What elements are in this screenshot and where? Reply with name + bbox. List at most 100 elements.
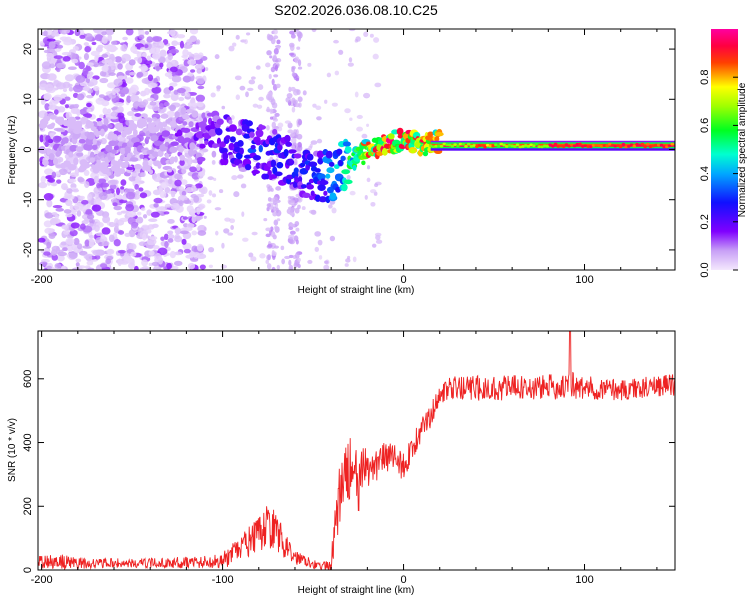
spectrogram-cell bbox=[259, 253, 266, 259]
spectrogram-cell bbox=[291, 66, 295, 73]
spectrogram-cell bbox=[50, 218, 61, 225]
spectrogram-cell bbox=[570, 143, 574, 147]
spectrogram-cell bbox=[116, 211, 123, 216]
spectrogram-cell bbox=[70, 183, 77, 189]
spectrogram-cell bbox=[180, 107, 187, 115]
spectrogram-cell bbox=[184, 92, 191, 97]
spectrogram-cell bbox=[218, 189, 224, 194]
spectrogram-cell bbox=[93, 29, 100, 34]
spectrogram-cell bbox=[197, 85, 205, 90]
spectrogram-cell bbox=[258, 144, 263, 153]
colorbar-tick-label: 0.6 bbox=[699, 118, 711, 133]
spectrogram-cell bbox=[166, 262, 172, 270]
spectrogram-cell bbox=[137, 56, 143, 64]
spectrogram-cell bbox=[437, 144, 441, 148]
spectrogram-cell bbox=[204, 140, 209, 146]
spectrogram-cell bbox=[137, 211, 142, 216]
spectrogram-cell bbox=[586, 145, 590, 148]
spectrogram-cell bbox=[76, 243, 83, 250]
spectrogram-cell bbox=[309, 195, 314, 201]
spectrogram-cell bbox=[333, 39, 339, 44]
spectrogram-cell bbox=[56, 44, 64, 49]
spectrogram-cell bbox=[64, 74, 75, 82]
spectrogram-cell bbox=[86, 108, 92, 112]
spectrogram-cell bbox=[293, 129, 298, 134]
spectrogram-cell bbox=[632, 144, 637, 148]
spectrogram-cell bbox=[297, 66, 303, 70]
spectrogram-cell bbox=[294, 221, 300, 227]
spectrogram-cell bbox=[297, 141, 302, 148]
spectrogram-cell bbox=[69, 229, 78, 237]
y-tick-label: 0 bbox=[22, 146, 34, 152]
spectrogram-heatmap bbox=[38, 29, 383, 270]
spectrogram-cell bbox=[269, 116, 274, 120]
spectrogram-cell bbox=[181, 238, 187, 245]
spectrogram-cell bbox=[86, 102, 92, 108]
spectrogram-cell bbox=[190, 69, 196, 73]
spectrogram-cell bbox=[242, 237, 249, 242]
y-tick-label: 20 bbox=[22, 43, 34, 55]
spectrogram-cell bbox=[290, 131, 296, 137]
spectrogram-cell bbox=[84, 143, 93, 151]
spectrogram-cell bbox=[307, 62, 312, 67]
spectrogram-cell bbox=[222, 157, 229, 166]
spectrogram-cell bbox=[74, 29, 81, 37]
spectrogram-cell bbox=[296, 46, 301, 50]
x-tick-label: -100 bbox=[212, 574, 234, 586]
spectrogram-cell bbox=[174, 251, 183, 256]
spectrogram-cell bbox=[47, 73, 57, 81]
spectrogram-cell bbox=[77, 176, 84, 183]
spectrogram-cell bbox=[315, 105, 322, 111]
spectrogram-cell bbox=[67, 83, 73, 88]
spectrogram-cell bbox=[431, 145, 436, 149]
spectrogram-cell bbox=[267, 197, 272, 202]
spectrogram-cell bbox=[61, 183, 68, 191]
spectrogram-cell bbox=[53, 109, 59, 115]
spectrogram-cell bbox=[361, 133, 368, 139]
spectrogram-cell bbox=[78, 250, 88, 256]
spectrogram-cell bbox=[174, 235, 183, 243]
spectrogram-cell bbox=[152, 52, 161, 60]
spectrogram-cell bbox=[126, 211, 137, 218]
spectrogram-cell bbox=[144, 30, 150, 35]
spectrogram-cell bbox=[182, 49, 189, 57]
spectrogram-cell bbox=[513, 144, 517, 148]
spectrogram-cell bbox=[267, 254, 272, 261]
spectrogram-cell bbox=[101, 59, 109, 64]
spectrogram-cell bbox=[534, 142, 539, 146]
spectrogram-cell bbox=[164, 153, 170, 159]
spectrogram-cell bbox=[176, 34, 186, 39]
spectrogram-cell bbox=[159, 206, 166, 211]
spectrogram-cell bbox=[191, 172, 201, 180]
spectrogram-cell bbox=[101, 240, 110, 247]
spectrogram-cell bbox=[248, 79, 256, 85]
spectrogram-cell bbox=[136, 71, 144, 78]
spectrogram-cell bbox=[59, 116, 64, 122]
spectrogram-cell bbox=[55, 207, 64, 212]
spectrogram-cell bbox=[311, 29, 317, 33]
spectrogram-cell bbox=[316, 138, 323, 144]
spectrogram-cell bbox=[108, 234, 115, 243]
spectrogram-cell bbox=[171, 75, 182, 83]
spectrogram-cell bbox=[128, 262, 136, 270]
spectrogram-cell bbox=[114, 222, 119, 229]
spectrogram-cell bbox=[301, 206, 306, 211]
spectrogram-cell bbox=[48, 104, 58, 111]
spectrogram-cell bbox=[189, 29, 199, 35]
spectrogram-cell bbox=[41, 61, 52, 70]
spectrogram-cell bbox=[97, 44, 104, 49]
spectrogram-cell bbox=[266, 184, 271, 189]
spectrogram-cell bbox=[157, 106, 166, 114]
spectrogram-cell bbox=[227, 232, 234, 236]
spectrogram-y-axis-title: Frequency (Hz) bbox=[7, 116, 18, 185]
spectrogram-cell bbox=[105, 144, 113, 153]
spectrogram-cell bbox=[85, 120, 94, 129]
spectrogram-cell bbox=[296, 89, 301, 95]
spectrogram-cell bbox=[334, 70, 340, 76]
spectrogram-cell bbox=[87, 193, 93, 201]
spectrogram-cell bbox=[288, 159, 294, 165]
spectrogram-cell bbox=[355, 36, 361, 42]
spectrogram-cell bbox=[189, 142, 196, 150]
spectrogram-cell bbox=[57, 156, 64, 163]
